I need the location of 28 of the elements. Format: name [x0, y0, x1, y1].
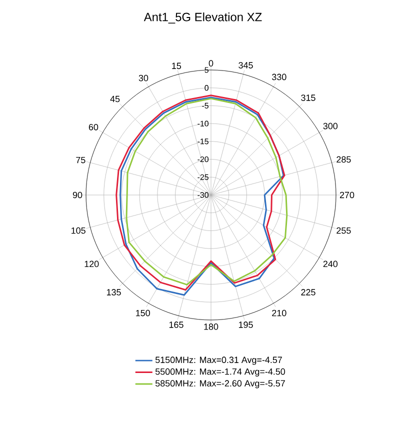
spoke-label: 90	[72, 192, 82, 198]
spoke-label: 15	[172, 62, 182, 70]
spoke-label: 180	[204, 324, 218, 330]
chart-title: Ant1_5G Elevation XZ	[144, 12, 262, 24]
spoke-label: 135	[106, 289, 121, 296]
spoke-label: 330	[272, 74, 286, 80]
spoke-label: 195	[238, 322, 253, 328]
spoke-label: 285	[336, 156, 351, 163]
spoke-label: 75	[76, 156, 86, 164]
spoke-label: 225	[301, 289, 316, 296]
legend-label: 5150MHz: Max=0.31 Avg=-4.57	[155, 356, 282, 365]
legend-label: 5850MHz: Max=-2.60 Avg=-5.57	[155, 380, 285, 388]
spoke-label: 240	[323, 260, 338, 268]
spoke-label: 150	[136, 310, 150, 316]
spoke-label: 165	[169, 322, 184, 328]
spoke-label: 255	[336, 227, 351, 234]
spoke-label: 60	[88, 124, 98, 130]
spoke-label: 270	[340, 192, 354, 198]
spoke-label: 315	[301, 94, 316, 101]
spoke-label: 105	[72, 227, 86, 234]
spoke-label: 0	[208, 60, 214, 66]
spoke-label: 30	[138, 74, 148, 82]
spoke-label: 210	[272, 310, 286, 316]
spoke-label: 345	[238, 62, 253, 68]
spoke-label: 45	[110, 96, 120, 102]
legend-label: 5500MHz: Max=-1.74 Avg=-4.50	[155, 368, 286, 377]
spoke-label: 120	[84, 260, 99, 268]
spoke-label: 300	[323, 122, 338, 130]
